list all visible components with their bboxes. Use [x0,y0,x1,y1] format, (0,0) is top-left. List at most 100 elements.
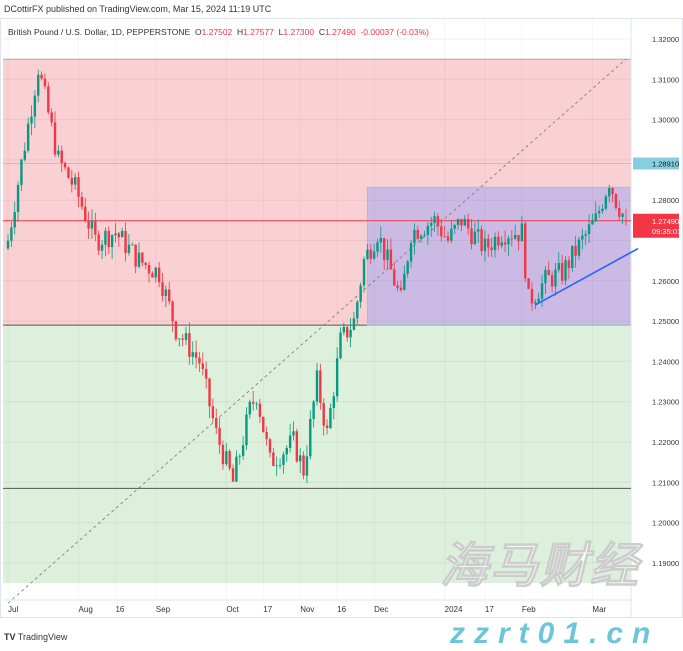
candle-body [238,455,241,457]
candle-body [225,451,228,465]
candle-body [352,318,356,330]
candle-body [443,236,446,238]
candle-body [248,401,252,415]
candle-body [131,244,134,246]
candle-body [228,451,231,469]
y-tick-label: 1.24000 [652,357,679,366]
candle-body [174,321,178,340]
candle-body [40,74,43,79]
candle-body [285,447,288,455]
candle-body [87,220,90,229]
candle-body [134,244,137,267]
candle-body [550,275,554,287]
candle-body [315,370,319,402]
candle-body [487,238,490,248]
candle-body [419,235,423,239]
candle-body [194,352,198,358]
candle-body [275,465,278,467]
candle-body [584,233,587,236]
candle-body [26,123,30,151]
candle-body [110,235,114,248]
candle-body [30,116,33,124]
candle-body [13,212,16,228]
candle-body [67,167,70,179]
y-tick-label: 1.23000 [652,398,679,407]
candle-body [527,278,530,289]
candle-body [322,402,325,426]
candle-body [141,252,144,263]
bar-countdown: 09:35:01 [652,227,681,236]
candle-body [349,329,352,338]
candle-body [564,260,567,281]
candle-body [413,229,416,244]
candle-body [245,414,248,446]
candle-body [288,435,292,448]
candle-body [23,150,26,160]
x-tick-label: Mar [592,605,606,614]
x-tick-label: Nov [300,605,314,614]
y-tick-label: 1.32000 [652,35,679,44]
candle-body [490,247,493,251]
candle-body [43,78,47,87]
candle-body [10,227,13,241]
candle-body [272,452,275,466]
candle-body [577,239,581,256]
candle-body [356,301,359,319]
candle-body [184,333,188,340]
candle-body [591,220,594,225]
candle-body [604,196,608,209]
candle-body [84,206,87,221]
candle-body [191,352,194,357]
y-tick-label: 1.30000 [652,116,679,125]
candle-body [171,301,174,322]
x-tick-label: 16 [337,605,346,614]
candle-body [611,188,614,194]
candle-body [73,177,77,185]
candle-body [362,258,366,286]
high-label: H [237,27,244,37]
candle-body [299,455,302,462]
candle-body [90,220,94,229]
candle-body [161,282,164,296]
candle-body [114,233,117,236]
candle-body [305,456,309,476]
low-value: 1.27300 [283,27,315,37]
candle-body [329,408,332,429]
candle-body [403,273,406,291]
candle-body [33,95,37,117]
candle-body [201,363,205,369]
candle-body [456,219,460,225]
candle-body [540,283,544,299]
candle-body [268,439,272,453]
candle-body [235,456,238,482]
candle-body [513,234,517,239]
candle-body [342,326,346,333]
open-value: 1.27502 [201,27,233,37]
candle-body [104,230,107,245]
candle-body [429,223,433,226]
candle-body [204,368,208,379]
candle-body [618,208,621,217]
candle-body [406,261,409,274]
candle-body [571,245,574,269]
y-tick-label: 1.22000 [652,438,679,447]
candle-body [560,263,564,281]
candle-body [587,224,591,234]
candle-body [366,249,369,259]
candle-body [53,122,57,155]
candle-body [151,273,154,278]
candle-body [483,238,487,252]
candle-body [372,251,376,259]
candle-body [258,403,262,417]
level-price-label: 1.28910 [652,160,679,169]
candle-body [124,230,127,253]
candle-body [60,150,63,164]
tradingview-logo[interactable]: TV TradingView [4,632,68,642]
range-box [366,186,632,326]
candle-body [463,218,466,226]
candle-body [382,237,386,260]
candle-body [477,229,480,232]
candle-body [537,298,540,303]
candle-body [295,431,299,462]
